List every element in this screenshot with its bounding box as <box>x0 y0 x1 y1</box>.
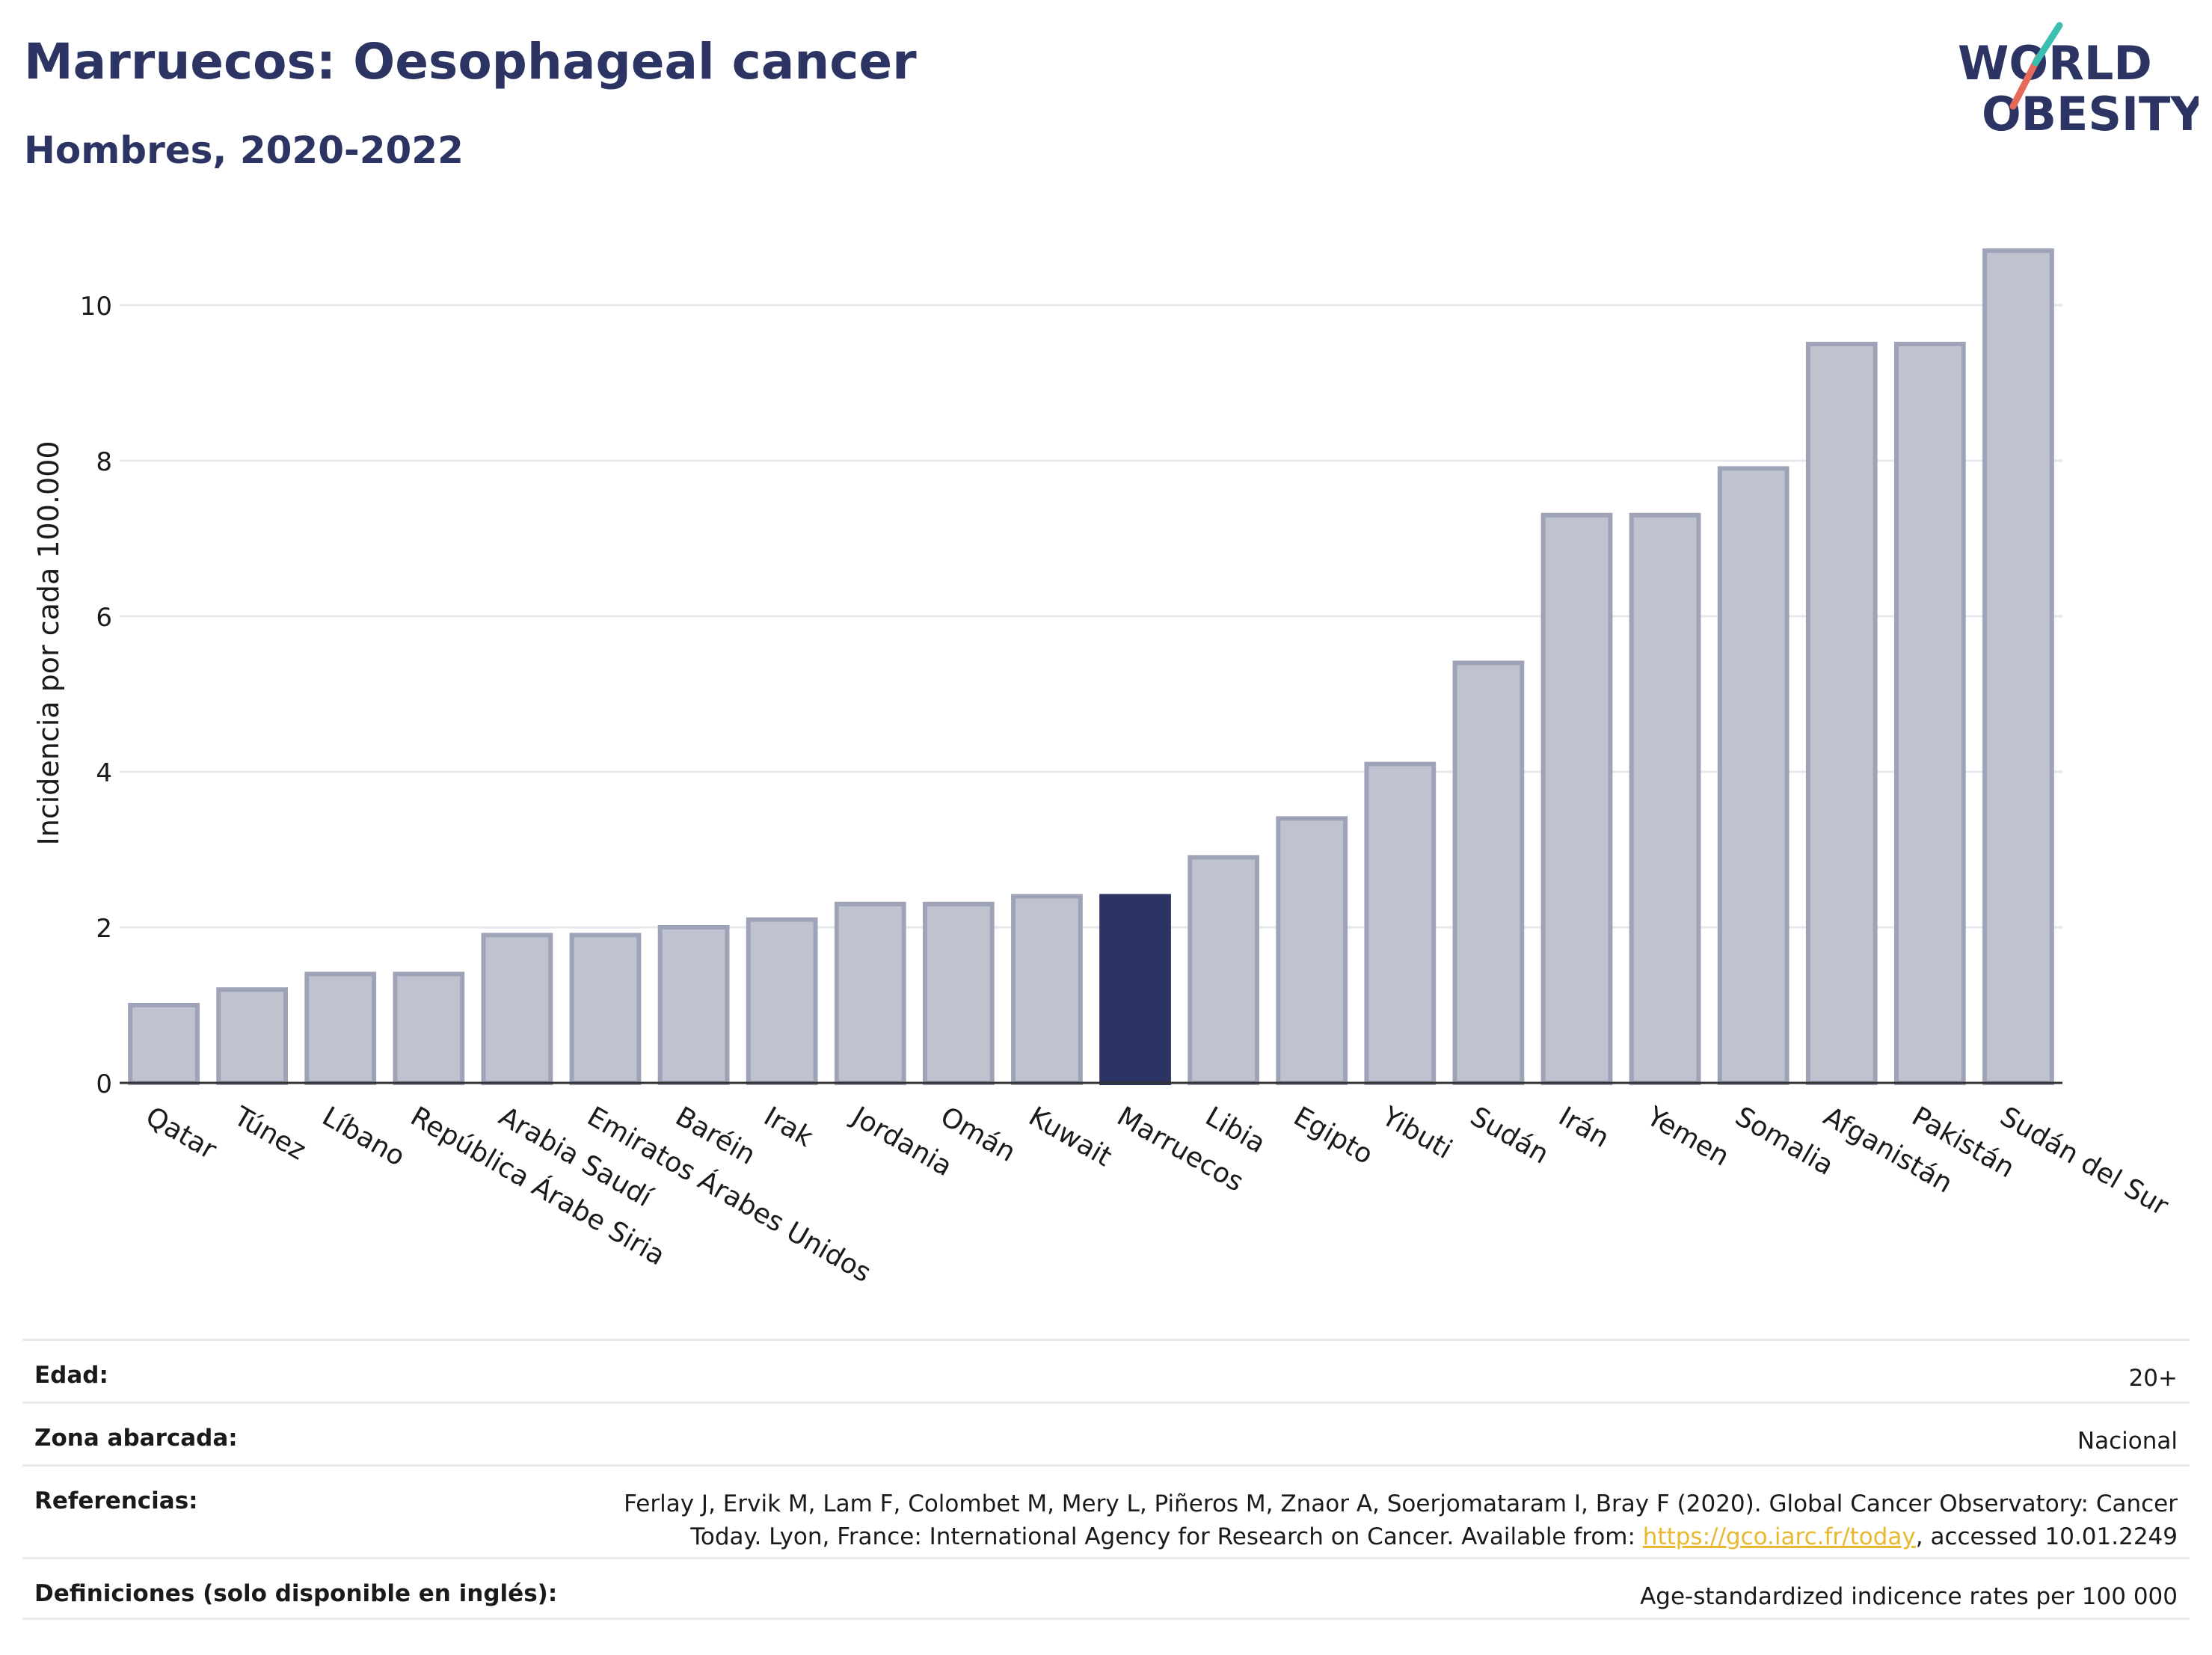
bar-kuwait <box>1011 894 1083 1086</box>
world-obesity-logo: WORLD OBESITY <box>1958 22 2199 141</box>
metadata-table: Edad: 20+ Zona abarcada: Nacional Refere… <box>22 1339 2190 1620</box>
bar-egipto <box>1276 816 1348 1086</box>
bar-yemen <box>1629 512 1701 1085</box>
page-title: Marruecos: Oesophageal cancer <box>24 33 917 90</box>
x-tick-label: Somalia <box>1730 1101 1838 1182</box>
x-tick-label: Yibuti <box>1376 1101 1457 1165</box>
bar-pakistán <box>1893 342 1966 1085</box>
age-value: 20+ <box>2128 1365 2178 1392</box>
bar-omán <box>922 901 995 1086</box>
y-tick-label: 4 <box>96 758 112 788</box>
bar-líbano <box>304 971 377 1086</box>
x-tick-label: Túnez <box>228 1101 311 1167</box>
y-axis-label: Incidencia por cada 100.000 <box>32 440 65 845</box>
x-tick-label: Kuwait <box>1024 1101 1117 1173</box>
y-tick-label: 2 <box>96 914 112 944</box>
x-tick-label: Egipto <box>1288 1101 1378 1170</box>
zone-label: Zona abarcada: <box>34 1425 238 1452</box>
age-label: Edad: <box>34 1362 108 1389</box>
x-tick-label: Yemen <box>1641 1101 1734 1173</box>
bar-túnez <box>216 987 289 1085</box>
bar-jordania <box>834 901 906 1086</box>
y-tick-label: 6 <box>96 603 112 633</box>
references-link[interactable]: https://gco.iarc.fr/today <box>1642 1523 1916 1550</box>
bar-baréin <box>657 925 730 1085</box>
x-tick-label: Líbano <box>317 1101 410 1172</box>
y-tick-label: 0 <box>96 1069 112 1099</box>
bar-somalia <box>1717 466 1789 1085</box>
bar-arabia-saudí <box>481 933 553 1086</box>
bar-afganistán <box>1805 342 1878 1085</box>
x-tick-label: Jordania <box>846 1100 957 1182</box>
bar-qatar <box>128 1003 200 1085</box>
x-tick-label: Sudán <box>1465 1101 1554 1170</box>
bar-marruecos <box>1099 894 1171 1086</box>
x-tick-label: Irak <box>758 1101 818 1153</box>
references-value: Ferlay J, Ervik M, Lam F, Colombet M, Me… <box>624 1487 2178 1553</box>
bar-irán <box>1540 512 1613 1085</box>
y-tick-label: 10 <box>80 292 112 322</box>
definitions-label: Definiciones (solo disponible en inglés)… <box>34 1580 558 1607</box>
references-line2-post: , accessed 10.01.2249 <box>1915 1523 2178 1550</box>
bars <box>128 248 2054 1086</box>
references-line2-pre: Today. Lyon, France: International Agenc… <box>690 1523 1643 1550</box>
page-subtitle: Hombres, 2020-2022 <box>24 129 464 172</box>
x-tick-label: Sudán del Sur <box>1995 1101 2174 1221</box>
meta-row-age: Edad: 20+ <box>22 1339 2190 1401</box>
definitions-value: Age-standardized indicence rates per 100… <box>1640 1583 2178 1610</box>
meta-row-zone: Zona abarcada: Nacional <box>22 1401 2190 1464</box>
references-line1: Ferlay J, Ervik M, Lam F, Colombet M, Me… <box>624 1490 2178 1517</box>
meta-row-references: Referencias: Ferlay J, Ervik M, Lam F, C… <box>22 1464 2190 1557</box>
bar-sudán-del-sur <box>1982 248 2054 1086</box>
bar-yibuti <box>1364 761 1437 1085</box>
bar-irak <box>746 917 818 1085</box>
bar-república-árabe-siria <box>393 971 465 1086</box>
bar-emiratos-árabes-unidos <box>569 933 642 1086</box>
bar-sudán <box>1452 660 1525 1085</box>
y-tick-label: 8 <box>96 447 112 477</box>
references-label: Referencias: <box>34 1487 198 1514</box>
x-tick-label: Qatar <box>141 1101 221 1165</box>
meta-row-definitions: Definiciones (solo disponible en inglés)… <box>22 1557 2190 1620</box>
logo-slash-teal <box>2032 22 2063 67</box>
zone-value: Nacional <box>2077 1428 2178 1455</box>
logo-line1: WORLD <box>1958 36 2152 90</box>
bar-libia <box>1188 855 1260 1086</box>
y-tick-labels: 0 2 4 6 8 10 <box>80 292 112 1099</box>
x-tick-label: Irán <box>1553 1101 1614 1154</box>
